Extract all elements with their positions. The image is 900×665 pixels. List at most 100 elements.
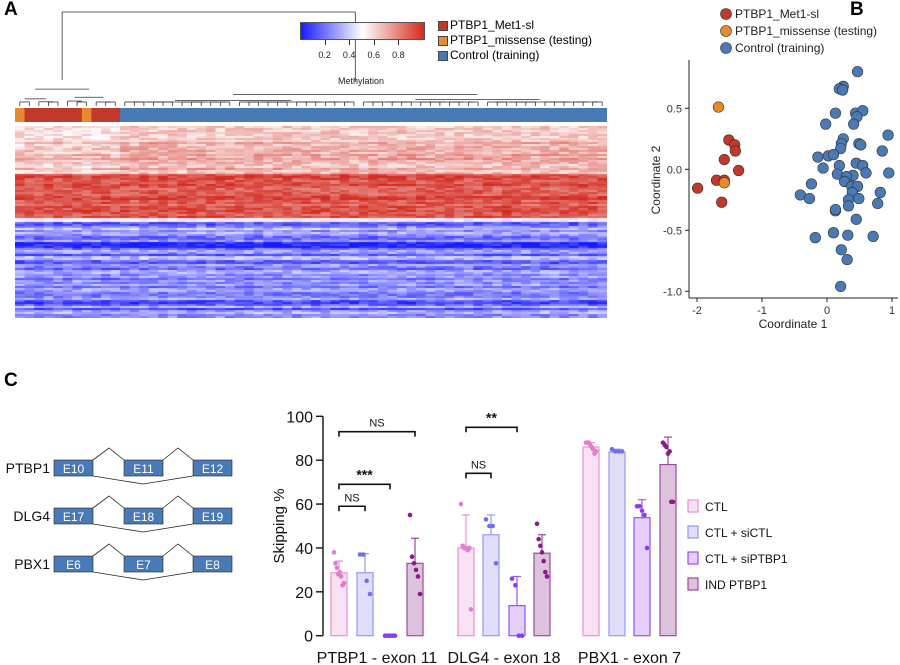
annotation-cell-control	[482, 108, 493, 122]
data-point	[664, 444, 669, 450]
annotation-cell-control	[330, 108, 341, 122]
data-point	[613, 449, 618, 454]
annotation-cell-control	[196, 108, 207, 122]
y-tick-label: 20	[295, 585, 313, 602]
data-point	[609, 446, 615, 452]
annotation-cell-control	[444, 108, 455, 122]
annotation-cell-control	[492, 108, 503, 122]
column-annotation-bar	[15, 108, 607, 122]
bar	[406, 562, 424, 637]
y-tick-label: 0	[304, 629, 313, 646]
legend-a: PTBP1_Met1-sl PTBP1_missense (testing) Con…	[438, 18, 592, 63]
colorbar-label: Methylation	[338, 76, 385, 86]
scatter-point	[860, 167, 872, 179]
data-point	[516, 633, 521, 638]
legend-swatch	[438, 50, 448, 61]
scatter-point	[850, 213, 862, 225]
data-point	[538, 543, 543, 549]
scatter-point	[882, 129, 894, 141]
bar	[508, 605, 526, 637]
scatter-point	[876, 145, 888, 157]
bar	[482, 534, 500, 637]
significance-label: NS	[471, 459, 486, 471]
scatter-point	[848, 118, 860, 130]
scatter-point	[853, 192, 865, 205]
significance-bracket	[338, 483, 391, 490]
y-axis-label: Skipping %	[271, 488, 288, 563]
scatter-point	[837, 84, 849, 96]
x-axis-label: Coordinate 1	[759, 317, 828, 330]
scatter-point	[842, 200, 855, 212]
annotation-cell-control	[377, 108, 388, 122]
annotation-cell-missense	[15, 108, 26, 122]
legend-item: Control (training)	[438, 48, 592, 63]
scatter-point	[729, 145, 741, 157]
data-point	[361, 552, 366, 557]
annotation-cell-control	[263, 108, 274, 122]
annotation-cell-control	[454, 108, 465, 122]
annotation-cell-met1	[72, 108, 83, 122]
error-bar	[411, 537, 419, 564]
annotation-cell-met1	[43, 108, 54, 122]
annotation-cell-control	[578, 108, 589, 122]
scatter-point	[874, 186, 886, 199]
annotation-cell-control	[597, 108, 607, 122]
exon-label: E19	[202, 510, 224, 524]
significance-label: ***	[356, 466, 373, 482]
data-point	[667, 449, 672, 454]
annotation-cell-control	[167, 108, 178, 122]
scatter-point	[855, 139, 867, 151]
bar	[659, 463, 677, 637]
bar	[608, 451, 626, 637]
annotation-cell-control	[568, 108, 579, 122]
colorbar-tick	[373, 40, 375, 45]
annotation-cell-control	[253, 108, 264, 122]
annotation-cell-control	[358, 108, 369, 122]
data-point	[593, 449, 599, 454]
annotation-cell-met1	[110, 108, 121, 122]
scatter-point	[835, 280, 847, 293]
exon-label: E6	[66, 558, 81, 572]
annotation-cell-control	[549, 108, 560, 122]
y-axis-label: Coordinate 2	[649, 145, 663, 214]
colorbar-tick-label: 0.4	[342, 50, 356, 60]
data-point	[458, 501, 464, 507]
x-tick-label: 1	[889, 305, 895, 317]
exon-box	[53, 555, 94, 573]
annotation-cell-met1	[100, 108, 111, 122]
legend-marker	[720, 25, 732, 37]
bar	[457, 547, 475, 637]
exon-label: E11	[133, 462, 154, 476]
panel-label-a: A	[4, 0, 18, 20]
gene-label: PBX1	[14, 556, 50, 572]
colorbar-tick-label: 0.8	[392, 50, 405, 60]
legend-swatch	[687, 551, 699, 565]
data-point	[616, 449, 621, 454]
legend-label: IND PTBP1	[705, 578, 767, 592]
scatter-point	[820, 118, 832, 130]
scatter-point	[842, 229, 854, 241]
annotation-cell-met1	[24, 108, 35, 122]
data-point	[407, 512, 413, 518]
scatter-point	[829, 107, 842, 119]
data-point	[413, 567, 419, 573]
significance-bracket	[338, 505, 366, 512]
scatter-point	[805, 178, 817, 190]
legend-label: Control (training)	[735, 41, 824, 55]
colorbar-tick-label: 0.2	[318, 50, 331, 60]
annotation-cell-control	[311, 108, 322, 122]
scatter-point	[718, 153, 730, 166]
annotation-cell-control	[559, 108, 570, 122]
data-point	[493, 560, 499, 566]
splice-junction-lines	[92, 495, 194, 533]
annotation-cell-control	[540, 108, 551, 122]
legend-swatch	[687, 525, 699, 539]
data-point	[357, 552, 363, 557]
data-point	[417, 591, 423, 597]
legend-label: Control (training)	[450, 48, 540, 62]
scatter-point	[712, 101, 725, 113]
colorbar	[300, 22, 425, 40]
annotation-cell-control	[368, 108, 379, 122]
legend-swatch	[687, 577, 699, 591]
